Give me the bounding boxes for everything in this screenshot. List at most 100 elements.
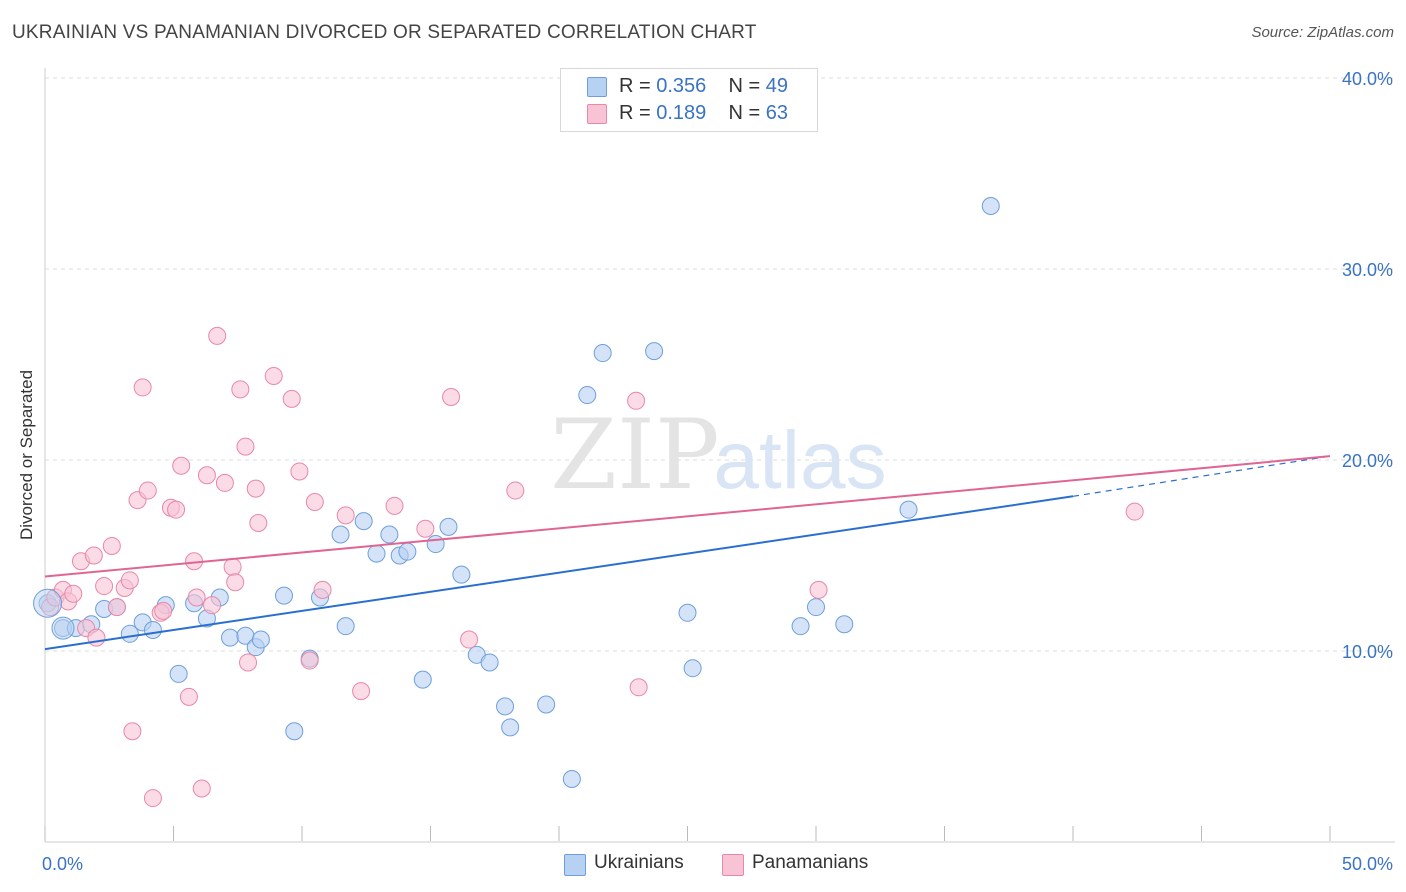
panamanians-point: [215, 473, 234, 492]
panamanians-point: [154, 601, 173, 620]
panamanians-point: [197, 466, 216, 485]
panamanians-point: [282, 389, 301, 408]
panamanians-point: [95, 577, 114, 596]
panamanians-point: [64, 584, 83, 603]
panamanians-point: [203, 596, 222, 615]
panamanians-point: [167, 500, 186, 519]
panamanians-point: [231, 380, 250, 399]
panamanians-point: [133, 378, 152, 397]
legend-n-label: N =: [728, 75, 766, 97]
watermark-atlas: atlas: [713, 415, 886, 506]
y-axis-label: Divorced or Separated: [17, 369, 36, 541]
panamanians-point: [416, 519, 435, 538]
bottom-legend-label: Ukrainians: [594, 852, 684, 873]
panamanians-point: [1125, 502, 1144, 521]
x-tick-label: 0.0%: [42, 854, 83, 874]
ukrainians-point: [562, 769, 581, 788]
panamanians-point: [102, 536, 121, 555]
panamanians-point: [172, 456, 191, 475]
panamanians-trend-line: [44, 455, 1331, 578]
panamanians-point: [313, 580, 332, 599]
ukrainians-point: [899, 500, 918, 519]
data-points: [33, 196, 1144, 808]
panamanians-point: [84, 546, 103, 565]
y-tick-label: 30.0%: [1342, 260, 1393, 280]
ukrainians-point: [143, 620, 162, 639]
panamanians-point: [385, 496, 404, 515]
ukrainians-point: [275, 586, 294, 605]
ukrainians-point: [439, 517, 458, 536]
chart-source: Source: ZipAtlas.com: [1251, 24, 1394, 41]
ukrainians-point: [981, 196, 1000, 215]
ukrainians-point: [578, 386, 597, 405]
panamanians-point: [352, 682, 371, 701]
ukrainians-point: [285, 722, 304, 741]
panamanians-point: [187, 588, 206, 607]
watermark: ZIP atlas: [550, 399, 886, 511]
legend-n-value: 63: [765, 102, 789, 124]
ukrainians-point: [683, 659, 702, 678]
legend-r-label: R =: [619, 75, 657, 97]
panamanians-point: [208, 326, 227, 345]
ukrainians-point: [367, 544, 386, 563]
ukrainians-point: [398, 542, 417, 561]
panamanians-point: [179, 687, 198, 706]
panamanians-point: [506, 481, 525, 500]
panamanians-point: [305, 493, 324, 512]
panamanians-point: [143, 789, 162, 808]
axes: [44, 68, 1395, 843]
ukrainians-point: [336, 617, 355, 636]
y-tick-label: 20.0%: [1342, 451, 1393, 471]
tick-labels: 10.0% 20.0% 30.0% 40.0% 0.0% 50.0%: [42, 69, 1393, 874]
panamanians-point: [120, 571, 139, 590]
ukrainians-point: [480, 653, 499, 672]
stats-legend: R = 0.356 N = 49 R = 0.189 N = 63: [560, 68, 818, 132]
panamanians-point: [442, 387, 461, 406]
y-tick-label: 10.0%: [1342, 642, 1393, 662]
y-tick-label: 40.0%: [1342, 69, 1393, 89]
legend-n-label: N =: [728, 102, 766, 124]
panamanians-point: [249, 514, 268, 533]
bottom-legend-swatch-pink: [722, 854, 744, 876]
panamanians-point: [627, 391, 646, 410]
ukrainians-point: [426, 535, 445, 554]
bottom-legend-label: Panamanians: [752, 852, 869, 873]
panamanians-point: [239, 653, 258, 672]
ukrainians-point: [169, 664, 188, 683]
legend-swatch-pink: [587, 104, 607, 124]
panamanians-point: [107, 598, 126, 617]
panamanians-point: [809, 580, 828, 599]
panamanians-point: [264, 366, 283, 385]
panamanians-point: [300, 651, 319, 670]
ukrainians-point-large: [33, 588, 63, 618]
trend-lines: [44, 455, 1331, 651]
panamanians-point: [629, 678, 648, 697]
legend-text: R = 0.189 N = 63: [619, 102, 788, 125]
ukrainians-point: [537, 695, 556, 714]
panamanians-point: [236, 437, 255, 456]
legend-r-value: 0.356: [656, 75, 707, 97]
ukrainians-point: [496, 697, 515, 716]
panamanians-point: [123, 722, 142, 741]
ukrainians-point: [678, 603, 697, 622]
ukrainians-point: [835, 615, 854, 634]
panamanians-point: [336, 506, 355, 525]
chart-title: UKRAINIAN VS PANAMANIAN DIVORCED OR SEPA…: [12, 22, 757, 43]
grid-lines: [45, 77, 1395, 652]
x-tick-label: 50.0%: [1342, 854, 1393, 874]
legend-r-value: 0.189: [656, 102, 707, 124]
legend-swatch-blue: [587, 77, 607, 97]
legend-n-value: 49: [765, 75, 789, 97]
watermark-zip: ZIP: [550, 399, 719, 511]
ukrainians-point: [452, 565, 471, 584]
ukrainians-point: [380, 525, 399, 544]
ukrainians-point-large: [51, 616, 75, 640]
ukrainians-point: [645, 342, 664, 361]
panamanians-point: [246, 479, 265, 498]
panamanians-point: [223, 557, 242, 576]
panamanians-point: [192, 779, 211, 798]
ukrainians-point: [413, 670, 432, 689]
panamanians-point: [460, 630, 479, 649]
panamanians-point: [87, 628, 106, 647]
